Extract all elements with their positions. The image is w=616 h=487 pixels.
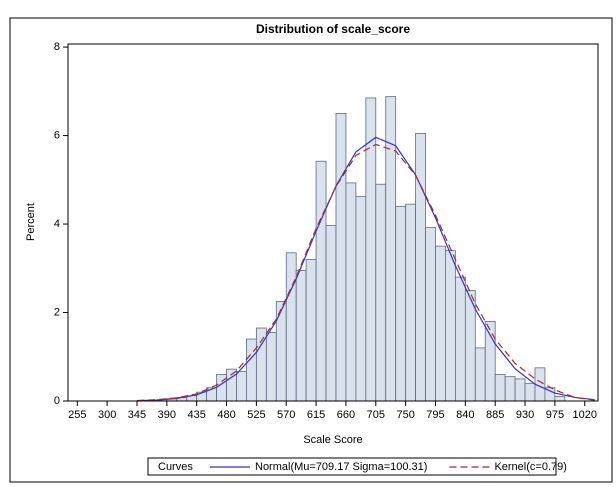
plot-frame — [67, 43, 599, 402]
histogram-bar — [355, 196, 367, 402]
x-tick-label: 615 — [307, 409, 325, 421]
y-tick-label: 2 — [54, 306, 60, 318]
legend-label: Normal(Mu=709.17 Sigma=100.31) — [255, 461, 427, 473]
outer-frame — [9, 17, 613, 483]
histogram-bar — [524, 382, 536, 402]
histogram-bar — [246, 338, 257, 402]
x-tick-label: 345 — [128, 409, 146, 421]
histogram-bar — [405, 203, 416, 402]
x-tick-label: 390 — [158, 409, 176, 421]
x-tick-label: 840 — [456, 409, 474, 421]
histogram-bar — [325, 224, 337, 402]
legend-title: Curves — [158, 461, 193, 473]
x-tick-label: 300 — [98, 409, 116, 421]
histogram-bar — [285, 252, 297, 402]
x-tick-label: 570 — [277, 409, 295, 421]
histogram-bar — [425, 227, 436, 402]
histogram-bar — [395, 205, 407, 402]
histogram-bar — [265, 332, 277, 402]
x-tick-label: 255 — [68, 409, 86, 421]
histogram-bar — [236, 370, 247, 402]
x-tick-label: 885 — [486, 409, 504, 421]
histogram-bar — [454, 276, 466, 402]
y-axis-label: Percent — [25, 203, 37, 241]
x-tick-label: 975 — [546, 409, 564, 421]
histogram-bar — [435, 245, 446, 402]
histogram-bar — [415, 132, 426, 402]
curve-line — [136, 136, 595, 402]
x-tick-label: 660 — [337, 409, 355, 421]
chart-title: Distribution of scale_score — [256, 22, 410, 36]
histogram-bar — [554, 396, 566, 402]
histogram-bar — [335, 113, 347, 402]
histogram-bar — [514, 378, 526, 402]
y-tick-label: 4 — [54, 218, 60, 230]
x-tick-label: 750 — [396, 409, 414, 421]
x-tick-label: 930 — [516, 409, 534, 421]
histogram-bar — [375, 183, 387, 402]
histogram-bar — [494, 374, 506, 402]
histogram-bar — [345, 182, 357, 402]
histogram-bar — [305, 259, 317, 402]
histogram-bar — [484, 320, 496, 402]
y-tick-label: 6 — [54, 129, 60, 141]
legend-box — [147, 457, 557, 476]
x-tick-label: 705 — [367, 409, 385, 421]
histogram-bar — [315, 160, 327, 402]
curve-line — [136, 143, 595, 402]
legend-label: Kernel(c=0.79) — [494, 461, 566, 473]
x-axis-label: Scale Score — [303, 434, 362, 446]
histogram-bar — [295, 270, 307, 402]
y-tick-label: 8 — [54, 41, 60, 53]
x-tick-label: 525 — [247, 409, 265, 421]
x-tick-label: 795 — [426, 409, 444, 421]
histogram-bar — [474, 347, 486, 402]
x-tick-label: 435 — [188, 409, 206, 421]
y-tick-label: 0 — [54, 395, 60, 407]
x-tick-label: 480 — [217, 409, 235, 421]
histogram-bar — [445, 250, 456, 402]
x-tick-label: 1020 — [572, 409, 596, 421]
histogram-bar — [504, 376, 516, 402]
